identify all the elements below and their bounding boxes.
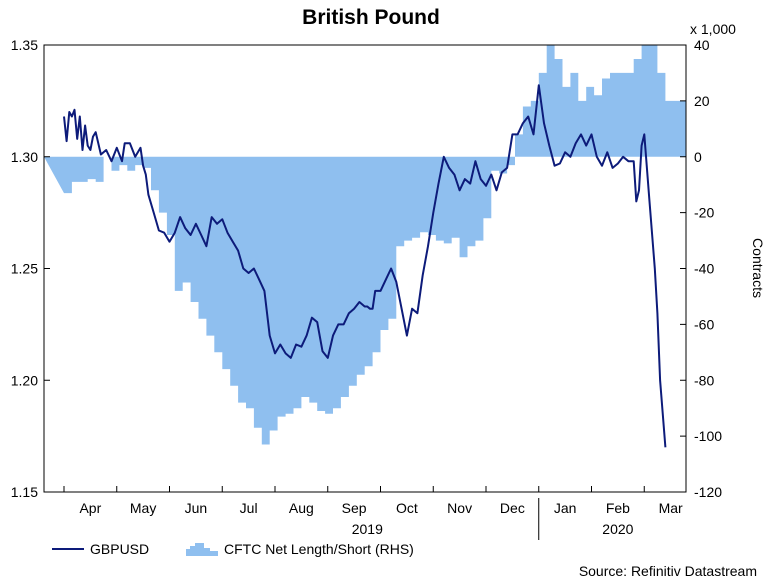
left-tick-label: 1.15 (11, 484, 38, 500)
right-tick-label: -60 (694, 316, 714, 332)
x-year-label: 2019 (352, 521, 383, 537)
x-tick-label: Feb (606, 500, 630, 516)
right-tick-label: 0 (694, 149, 702, 165)
legend-label-gbpusd: GBPUSD (90, 541, 149, 557)
gbpusd-line-series (63, 84, 667, 448)
left-axis: 1.35 1.30 1.25 1.20 1.15 (11, 37, 50, 500)
right-tick-label: -120 (694, 484, 722, 500)
right-axis-multiplier: x 1,000 (690, 21, 736, 37)
left-tick-label: 1.35 (11, 37, 38, 53)
right-tick-label: -100 (694, 428, 722, 444)
right-tick-label: -80 (694, 372, 714, 388)
x-tick-label: Oct (396, 500, 418, 516)
x-tick-label: May (130, 500, 156, 516)
left-tick-label: 1.25 (11, 261, 38, 277)
x-axis: Apr May Jun Jul Aug Sep Oct Nov Dec Jan Feb Mar 2019… (63, 486, 683, 540)
right-tick-label: -20 (694, 205, 714, 221)
x-tick-label: Dec (500, 500, 525, 516)
right-axis-label: Contracts (750, 238, 766, 298)
left-tick-label: 1.20 (11, 372, 38, 388)
plot-area (44, 45, 686, 448)
right-tick-label: 40 (694, 37, 710, 53)
right-tick-label: -40 (694, 261, 714, 277)
right-tick-label: 20 (694, 93, 710, 109)
chart-title: British Pound (302, 6, 440, 29)
x-tick-label: Jun (185, 500, 208, 516)
left-tick-label: 1.30 (11, 149, 38, 165)
x-tick-label: Jul (240, 500, 258, 516)
x-tick-label: Mar (659, 500, 683, 516)
right-axis: 40 20 0 -20 -40 -60 -80 -100 -120 (680, 37, 722, 500)
source-note: Source: Refinitiv Datastream (579, 563, 757, 579)
x-tick-label: Aug (289, 500, 314, 516)
legend-area-swatch (186, 543, 218, 556)
x-tick-label: Jan (554, 500, 577, 516)
x-tick-label: Apr (79, 500, 101, 516)
x-tick-label: Nov (447, 500, 472, 516)
legend-label-cftc: CFTC Net Length/Short (RHS) (224, 541, 414, 557)
cftc-area-series (44, 45, 686, 445)
x-tick-label: Sep (342, 500, 367, 516)
x-year-label: 2020 (602, 521, 633, 537)
